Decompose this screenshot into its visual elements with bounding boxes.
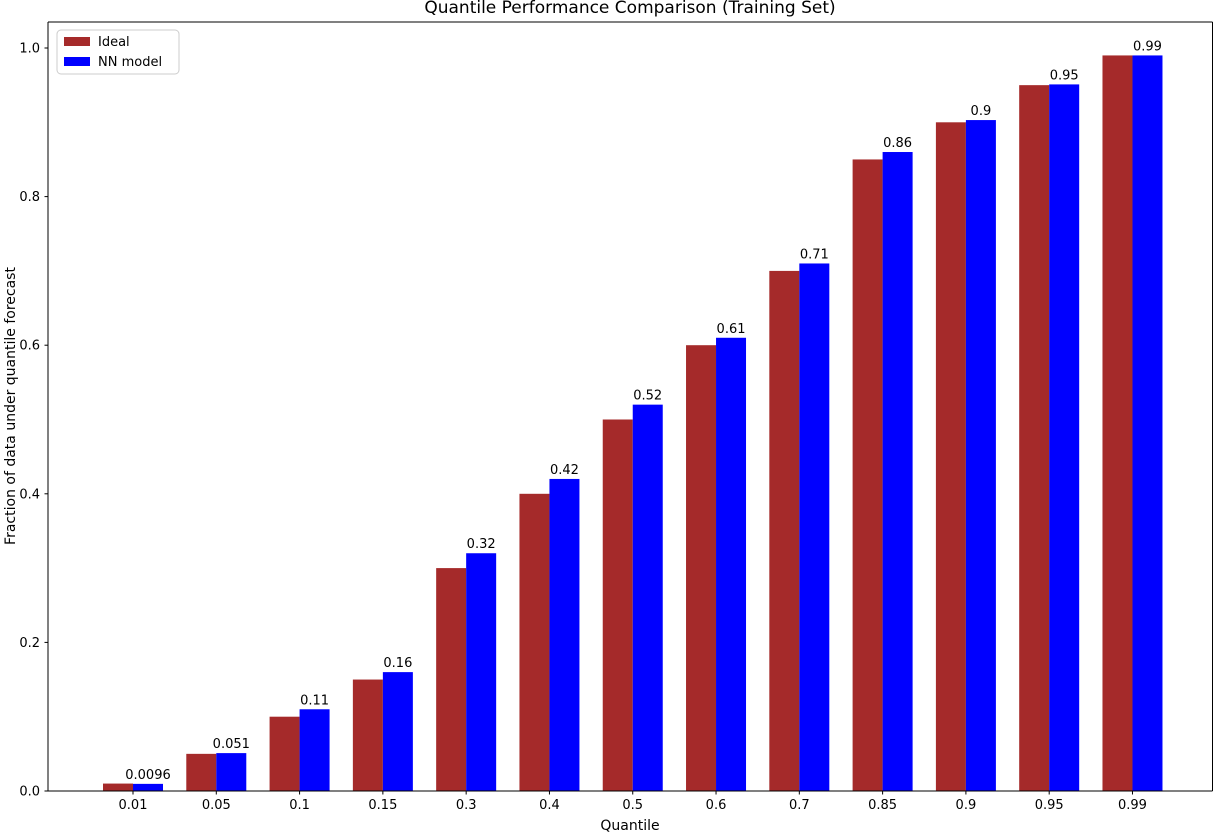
x-axis-label: Quantile (600, 818, 659, 834)
bar-ideal (852, 159, 883, 791)
x-tick-label: 0.95 (1035, 798, 1064, 813)
bar-ideal (186, 753, 217, 791)
bar-value-label: 0.11 (300, 693, 329, 708)
x-tick-label: 0.1 (289, 798, 310, 813)
x-tick-label: 0.15 (368, 798, 397, 813)
bar-ideal (686, 345, 717, 791)
y-tick-label: 0.0 (19, 785, 40, 800)
bar-ideal (352, 679, 383, 791)
y-tick-label: 0.6 (19, 339, 40, 354)
y-tick-label: 0.2 (19, 636, 40, 651)
bar-value-label: 0.42 (550, 463, 579, 478)
legend-label-ideal: Ideal (98, 35, 130, 50)
bar-value-label: 0.9 (971, 104, 992, 119)
bar-nn-model (382, 672, 413, 791)
bar-nn-model (466, 553, 497, 791)
legend-label-nn-model: NN model (98, 55, 162, 70)
bar-nn-model (216, 753, 247, 791)
bar-ideal (103, 783, 133, 791)
bar-nn-model (1132, 55, 1163, 792)
bar-value-label: 0.32 (467, 537, 496, 552)
legend-swatch-ideal (64, 37, 90, 46)
bar-value-label: 0.051 (213, 737, 250, 752)
bar-ideal (602, 419, 633, 791)
legend-swatch-nn-model (64, 57, 90, 66)
y-axis-label: Fraction of data under quantile forecast (3, 267, 19, 545)
x-tick-label: 0.5 (622, 798, 643, 813)
bar-nn-model (965, 120, 996, 792)
y-tick-label: 0.8 (19, 190, 40, 205)
bar-nn-model (1049, 84, 1080, 792)
bar-ideal (1019, 85, 1050, 791)
bar-ideal (436, 568, 467, 791)
x-tick-label: 0.85 (868, 798, 897, 813)
bar-value-label: 0.95 (1050, 68, 1079, 83)
x-tick-label: 0.99 (1118, 798, 1147, 813)
x-tick-label: 0.6 (706, 798, 727, 813)
legend: Ideal NN model (56, 29, 180, 75)
bar-ideal (519, 493, 550, 791)
x-tick-label: 0.05 (202, 798, 231, 813)
bar-value-label: 0.52 (633, 389, 662, 404)
bar-nn-model (799, 263, 830, 792)
bar-ideal (269, 716, 300, 791)
x-tick-label: 0.01 (119, 798, 148, 813)
bar-value-label: 0.86 (883, 136, 912, 151)
y-tick-label: 0.4 (19, 487, 40, 502)
bar-value-label: 0.16 (383, 656, 412, 671)
bar-ideal (769, 270, 800, 791)
bar-nn-model (716, 337, 747, 791)
bar-nn-model (882, 152, 913, 791)
plot-area: 0.01 0.0096 0.05 0.051 0.1 0.11 0.15 0.16 0.3 0.3… (19, 39, 1163, 813)
chart-title: Quantile Performance Comparison (Trainin… (424, 0, 835, 18)
bar-nn-model (549, 478, 580, 791)
bar-value-label: 0.71 (800, 247, 829, 262)
bar-ideal (935, 122, 966, 792)
x-tick-label: 0.7 (789, 798, 810, 813)
bar-value-label: 0.61 (717, 322, 746, 337)
x-tick-label: 0.9 (956, 798, 977, 813)
bar-value-label: 0.99 (1133, 39, 1162, 54)
y-tick-label: 1.0 (19, 42, 40, 57)
bar-ideal (1102, 55, 1133, 792)
x-tick-label: 0.3 (456, 798, 477, 813)
bar-value-label: 0.0096 (125, 768, 171, 783)
bar-nn-model (632, 404, 663, 791)
bar-nn-model (299, 709, 330, 791)
bar-nn-model (133, 783, 163, 791)
x-tick-label: 0.4 (539, 798, 560, 813)
